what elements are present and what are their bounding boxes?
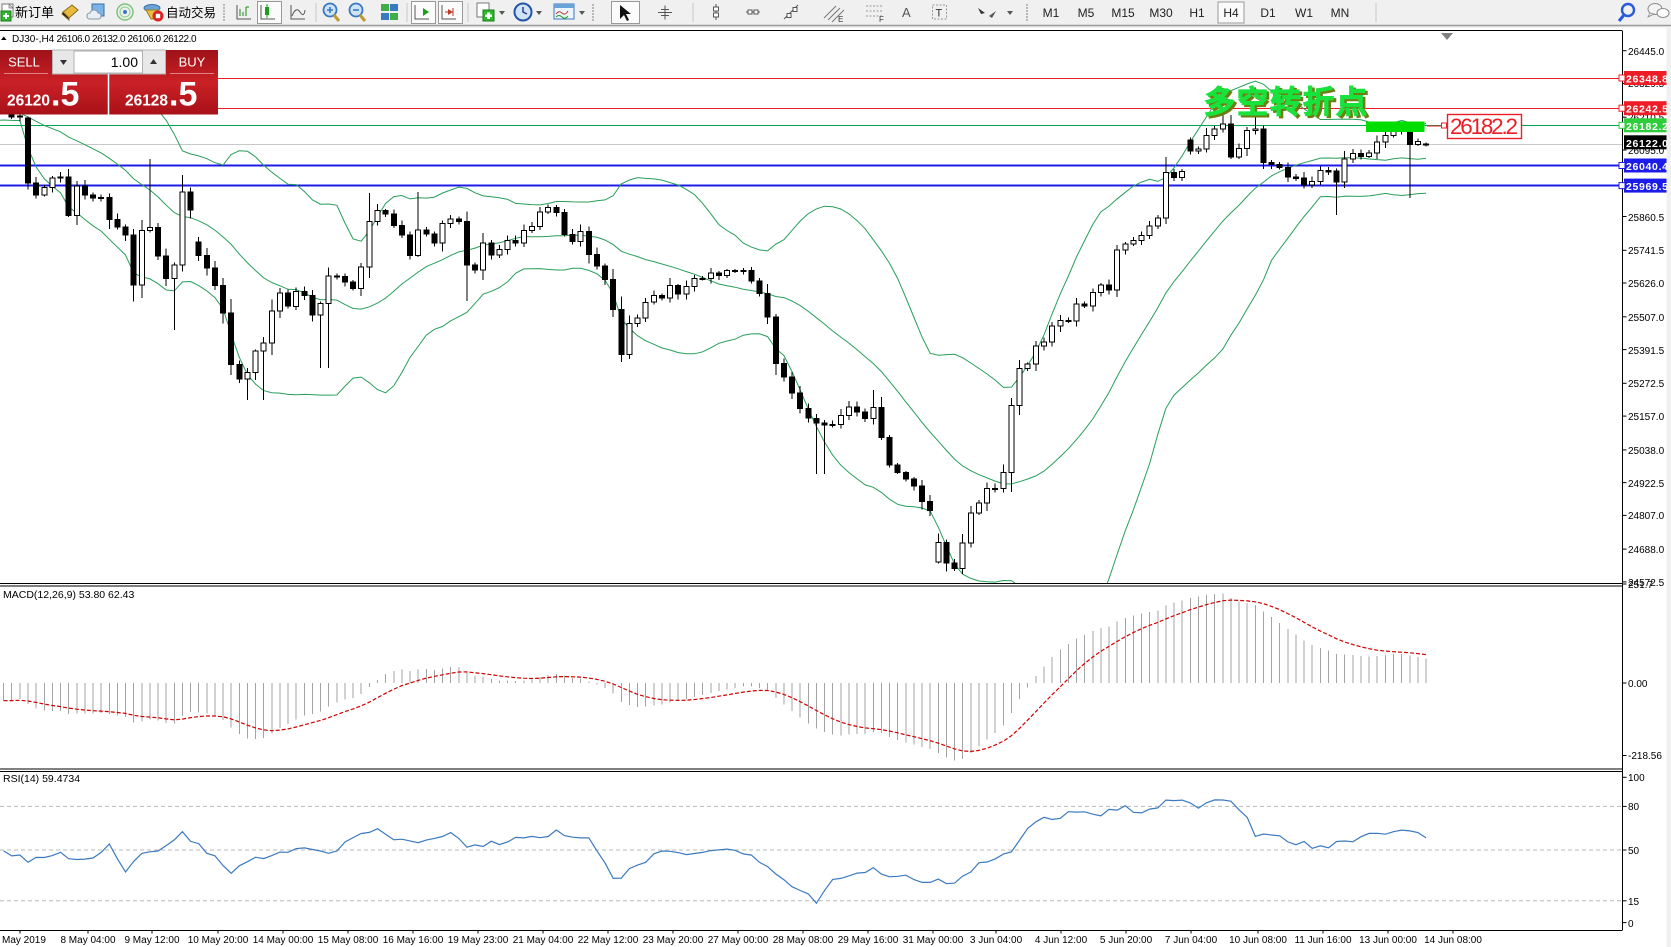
svg-text:25741.5: 25741.5 <box>1628 246 1665 257</box>
svg-text:26445.0: 26445.0 <box>1628 47 1665 58</box>
svg-text:M15: M15 <box>1111 6 1135 20</box>
svg-text:23 May 20:00: 23 May 20:00 <box>643 935 704 946</box>
svg-text:26106.0 26132.0 26106.0 26122.: 26106.0 26132.0 26106.0 26122.0 <box>57 34 197 45</box>
svg-text:W1: W1 <box>1295 6 1313 20</box>
svg-text:25507.0: 25507.0 <box>1628 313 1665 324</box>
svg-text:H4: H4 <box>1223 6 1239 20</box>
svg-text:DJ30-,H4: DJ30-,H4 <box>12 34 55 45</box>
svg-text:多空转折点: 多空转折点 <box>1207 87 1372 122</box>
svg-text:11 Jun 16:00: 11 Jun 16:00 <box>1294 935 1352 946</box>
svg-text:24922.5: 24922.5 <box>1628 479 1665 490</box>
svg-text:自动交易: 自动交易 <box>166 5 216 20</box>
svg-text:28 May 08:00: 28 May 08:00 <box>773 935 834 946</box>
svg-text:10 Jun 08:00: 10 Jun 08:00 <box>1229 935 1287 946</box>
svg-text:3 Jun 04:00: 3 Jun 04:00 <box>970 935 1023 946</box>
svg-text:24688.0: 24688.0 <box>1628 545 1665 556</box>
svg-text:29 May 16:00: 29 May 16:00 <box>838 935 899 946</box>
svg-text:SELL: SELL <box>8 55 40 70</box>
svg-text:-218.56: -218.56 <box>1628 751 1662 762</box>
svg-text:4 Jun 12:00: 4 Jun 12:00 <box>1035 935 1088 946</box>
svg-text:MACD(12,26,9) 53.80 62.43: MACD(12,26,9) 53.80 62.43 <box>3 589 134 601</box>
svg-text:26182.2: 26182.2 <box>1450 114 1518 139</box>
svg-text:22 May 12:00: 22 May 12:00 <box>578 935 639 946</box>
svg-text:19 May 23:00: 19 May 23:00 <box>448 935 509 946</box>
svg-text:16 May 16:00: 16 May 16:00 <box>383 935 444 946</box>
svg-text:M5: M5 <box>1078 6 1095 20</box>
svg-text:F: F <box>879 15 884 24</box>
svg-text:26120: 26120 <box>7 93 50 110</box>
svg-text:21 May 04:00: 21 May 04:00 <box>513 935 574 946</box>
svg-text:26128: 26128 <box>125 93 168 110</box>
svg-text:25626.0: 25626.0 <box>1628 279 1665 290</box>
svg-text:7 Jun 04:00: 7 Jun 04:00 <box>1165 935 1218 946</box>
svg-text:D1: D1 <box>1260 6 1276 20</box>
svg-text:26348.8: 26348.8 <box>1626 74 1668 86</box>
svg-text:BUY: BUY <box>179 55 206 70</box>
svg-text:31 May 00:00: 31 May 00:00 <box>903 935 964 946</box>
svg-text:80: 80 <box>1628 802 1640 813</box>
svg-text:E: E <box>838 15 843 24</box>
svg-text:M30: M30 <box>1149 6 1173 20</box>
svg-text:14 Jun 08:00: 14 Jun 08:00 <box>1424 935 1482 946</box>
svg-text:1.00: 1.00 <box>111 54 138 70</box>
svg-text:0.00: 0.00 <box>1628 679 1648 690</box>
svg-text:100: 100 <box>1628 773 1645 784</box>
svg-text:26122.0: 26122.0 <box>1626 138 1668 150</box>
svg-text:14 May 00:00: 14 May 00:00 <box>253 935 314 946</box>
svg-text:新订单: 新订单 <box>15 5 54 20</box>
svg-text:25391.5: 25391.5 <box>1628 346 1665 357</box>
svg-text:.5: .5 <box>51 76 79 114</box>
svg-text:15: 15 <box>1628 897 1640 908</box>
svg-text:A: A <box>902 5 911 20</box>
svg-text:MN: MN <box>1331 6 1350 20</box>
svg-text:26242.5: 26242.5 <box>1626 104 1668 116</box>
svg-text:27 May 00:00: 27 May 00:00 <box>708 935 769 946</box>
svg-text:15 May 08:00: 15 May 08:00 <box>318 935 379 946</box>
svg-text:24807.0: 24807.0 <box>1628 511 1665 522</box>
svg-text:13 Jun 00:00: 13 Jun 00:00 <box>1359 935 1417 946</box>
svg-text:5 Jun 20:00: 5 Jun 20:00 <box>1100 935 1153 946</box>
svg-text:T: T <box>936 8 943 20</box>
svg-text:50: 50 <box>1628 846 1640 857</box>
svg-text:25969.5: 25969.5 <box>1626 181 1668 193</box>
svg-text:25272.5: 25272.5 <box>1628 379 1665 390</box>
svg-text:0: 0 <box>1628 919 1634 930</box>
svg-text:.5: .5 <box>169 76 197 114</box>
svg-text:26040.4: 26040.4 <box>1626 161 1668 173</box>
svg-text:24572.5: 24572.5 <box>1628 578 1665 589</box>
svg-text:9 May 12:00: 9 May 12:00 <box>124 935 179 946</box>
svg-text:25860.5: 25860.5 <box>1628 213 1665 224</box>
svg-text:26095.0: 26095.0 <box>1628 146 1665 157</box>
svg-text:多空转折点: 多空转折点 <box>1204 85 1369 120</box>
svg-text:25157.0: 25157.0 <box>1628 412 1665 423</box>
svg-text:M1: M1 <box>1043 6 1060 20</box>
svg-text:RSI(14) 59.4734: RSI(14) 59.4734 <box>3 773 80 785</box>
svg-text:H1: H1 <box>1189 6 1205 20</box>
svg-text:May 2019: May 2019 <box>2 935 46 946</box>
svg-text:26182.2: 26182.2 <box>1626 121 1668 133</box>
svg-text:8 May 04:00: 8 May 04:00 <box>60 935 115 946</box>
svg-text:10 May 20:00: 10 May 20:00 <box>188 935 249 946</box>
svg-text:25038.0: 25038.0 <box>1628 446 1665 457</box>
svg-text:251.7: 251.7 <box>1628 580 1653 591</box>
